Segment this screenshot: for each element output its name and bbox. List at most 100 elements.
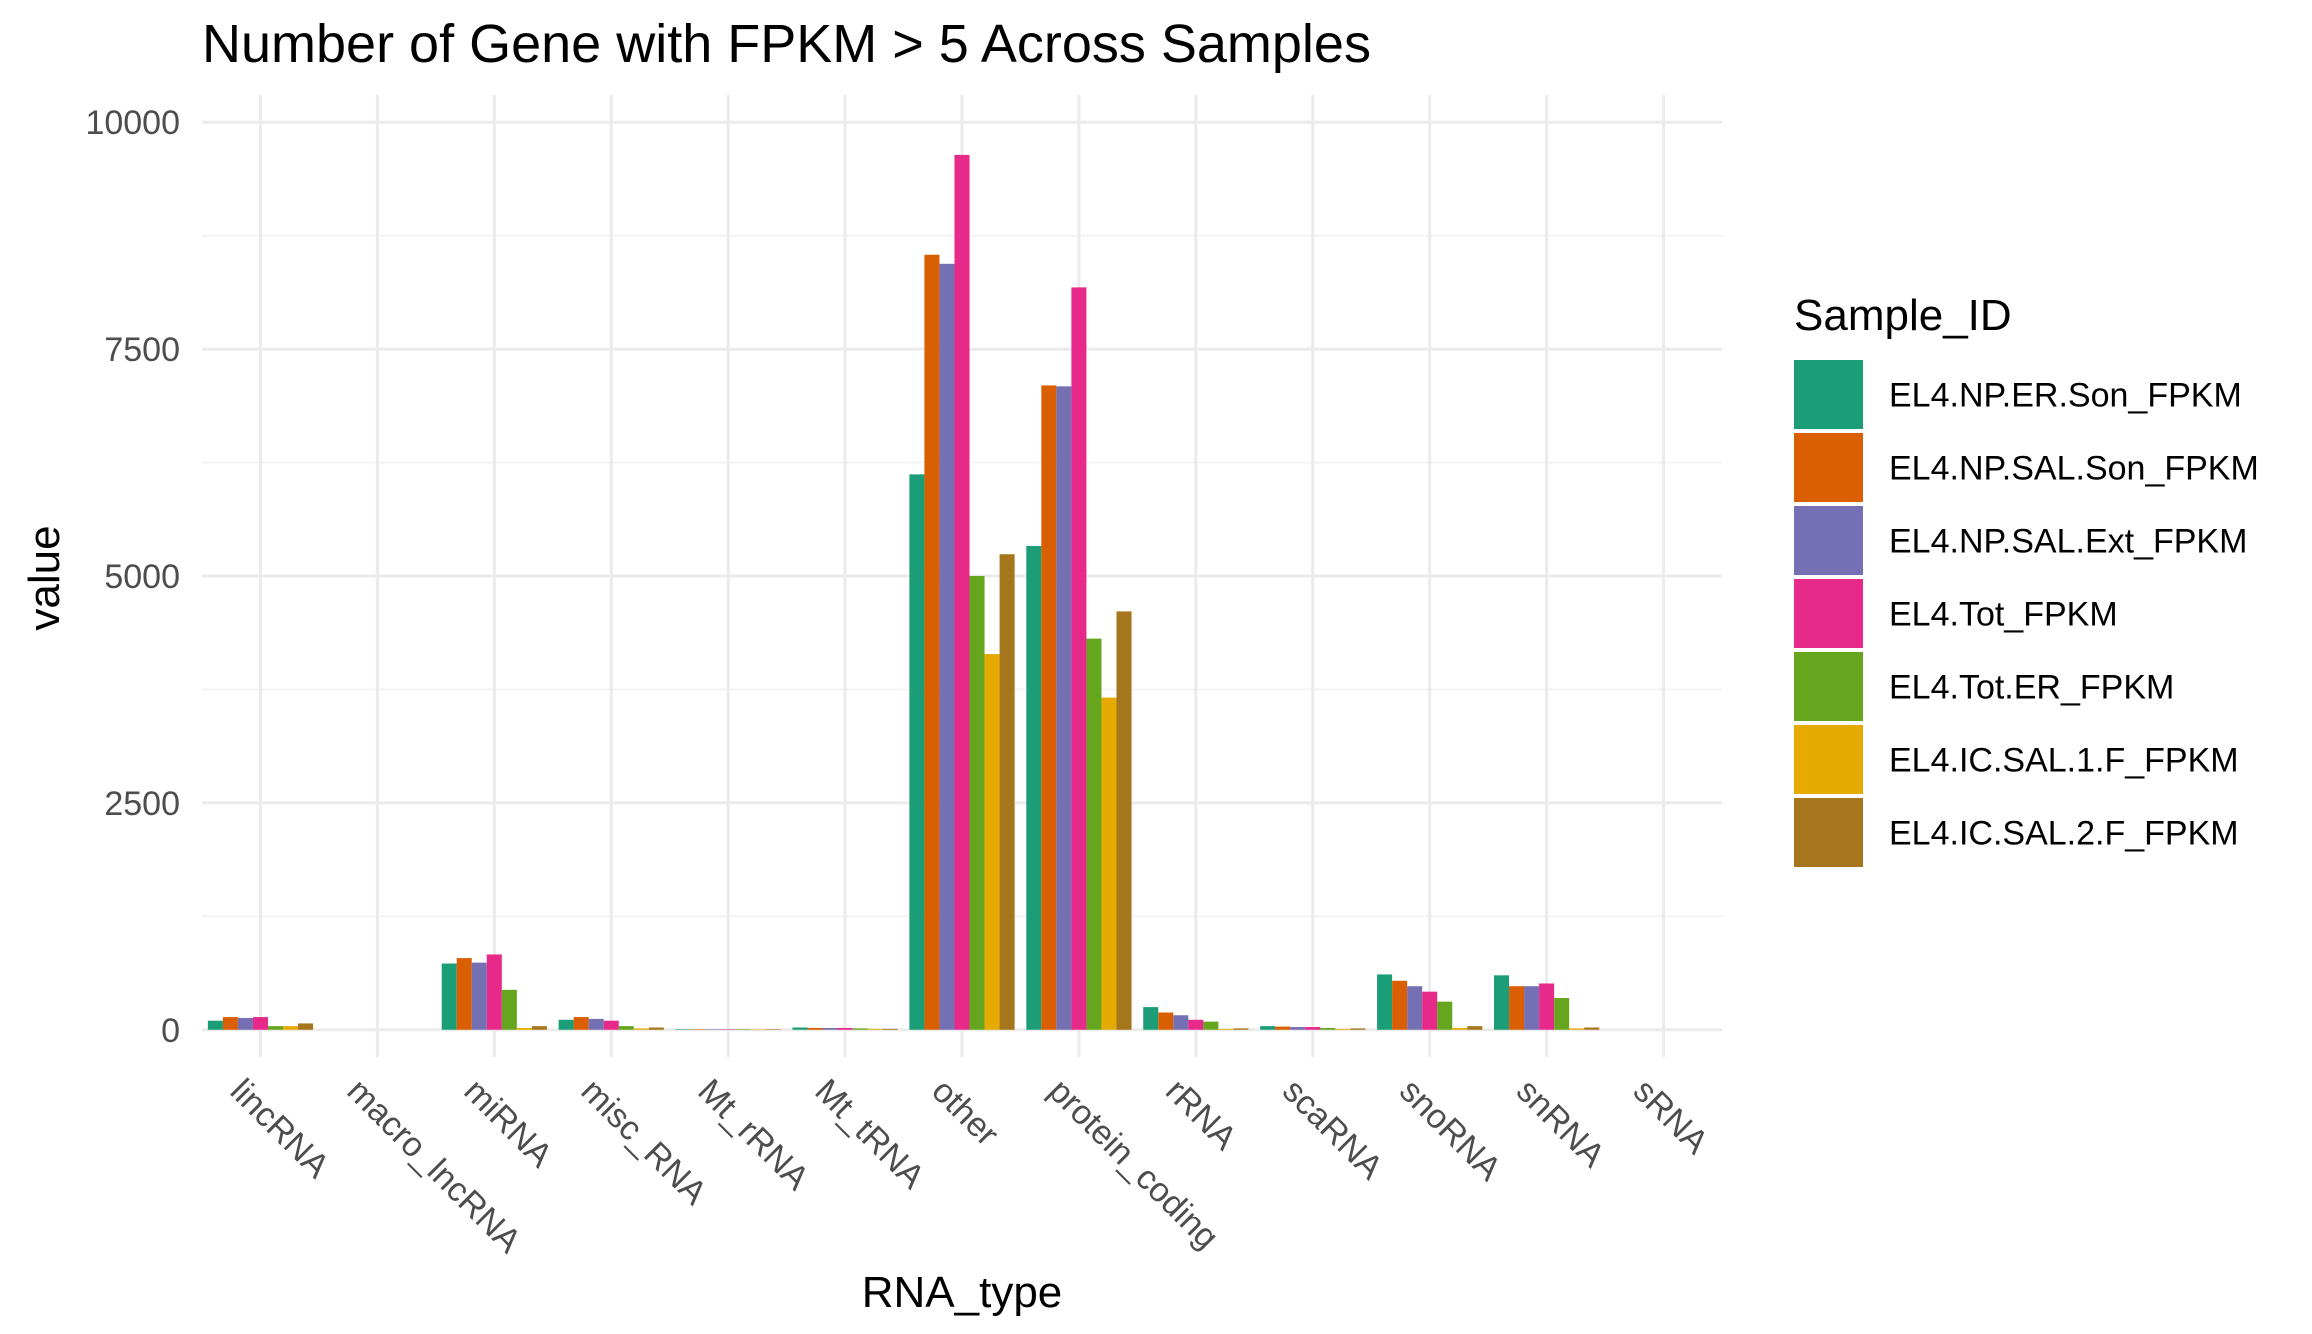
- bar: [867, 1028, 883, 1030]
- bar: [1203, 1021, 1219, 1030]
- y-tick-label: 5000: [104, 558, 180, 596]
- bar: [984, 654, 1000, 1030]
- x-tick-label: snRNA: [1509, 1072, 1612, 1175]
- y-axis-tick-labels: 0 2500 5000 7500 10000: [85, 104, 180, 1050]
- bar: [939, 263, 955, 1030]
- bar: [648, 1027, 664, 1030]
- legend-label: EL4.NP.SAL.Ext_FPKM: [1889, 523, 2247, 561]
- x-tick-label: lincRNA: [223, 1072, 337, 1186]
- bar: [1437, 1001, 1453, 1030]
- x-tick-label: other: [924, 1072, 1006, 1154]
- bar: [807, 1027, 823, 1030]
- bar: [298, 1023, 314, 1030]
- bar: [1071, 287, 1087, 1030]
- bar: [1407, 986, 1423, 1030]
- bar: [237, 1017, 253, 1030]
- bar: [1377, 974, 1393, 1030]
- bar: [822, 1027, 838, 1030]
- bar: [1275, 1026, 1291, 1030]
- bar: [456, 958, 472, 1030]
- legend-items: EL4.NP.ER.Son_FPKM EL4.NP.SAL.Son_FPKM EL4…: [1794, 360, 2259, 867]
- bar: [1452, 1027, 1468, 1030]
- bar: [705, 1029, 721, 1030]
- bar: [1524, 986, 1540, 1030]
- bar: [750, 1029, 766, 1031]
- legend-label: EL4.Tot.ER_FPKM: [1889, 669, 2174, 707]
- bar: [765, 1029, 781, 1031]
- bar: [283, 1026, 299, 1030]
- bar: [603, 1020, 619, 1030]
- bars: [207, 154, 1600, 1031]
- bar: [1569, 1028, 1585, 1030]
- bar: [1494, 975, 1510, 1030]
- bar: [588, 1018, 604, 1030]
- bar: [1101, 697, 1117, 1030]
- bar: [735, 1029, 751, 1031]
- legend-label: EL4.Tot_FPKM: [1889, 596, 2118, 634]
- chart-title: Number of Gene with FPKM > 5 Across Samp…: [202, 14, 1371, 74]
- bar: [516, 1027, 532, 1030]
- bar: [1056, 386, 1072, 1030]
- bar: [1392, 980, 1408, 1030]
- y-tick-label: 2500: [104, 785, 180, 823]
- legend-key: [1794, 652, 1863, 721]
- bar: [1554, 998, 1570, 1030]
- x-tick-label: Mt_tRNA: [807, 1072, 932, 1197]
- legend-key: [1794, 579, 1863, 648]
- bar: [1290, 1027, 1306, 1030]
- bar: [1188, 1019, 1204, 1030]
- x-tick-label: scaRNA: [1275, 1072, 1390, 1187]
- legend-label: EL4.NP.SAL.Son_FPKM: [1889, 450, 2259, 488]
- bar: [1173, 1015, 1189, 1030]
- bar: [1143, 1007, 1159, 1030]
- legend-label: EL4.NP.ER.Son_FPKM: [1889, 377, 2242, 415]
- bar: [1233, 1028, 1249, 1030]
- y-tick-label: 7500: [104, 331, 180, 369]
- bar: [471, 962, 487, 1030]
- bar: [909, 474, 925, 1030]
- bar: [1539, 983, 1555, 1030]
- bar: [1320, 1027, 1336, 1030]
- bar: [573, 1017, 589, 1030]
- bar: [1584, 1027, 1600, 1030]
- bar: [207, 1020, 223, 1030]
- legend-label: EL4.IC.SAL.1.F_FPKM: [1889, 742, 2239, 780]
- x-tick-label: miRNA: [457, 1072, 560, 1175]
- legend-key: [1794, 506, 1863, 575]
- x-tick-label: Mt_rRNA: [690, 1072, 816, 1198]
- bar: [558, 1019, 574, 1030]
- y-axis-title: value: [20, 525, 69, 630]
- x-axis-title: RNA_type: [862, 1268, 1063, 1317]
- bar: [1422, 991, 1438, 1030]
- bar: [633, 1028, 649, 1030]
- bar: [1467, 1026, 1483, 1030]
- bar: [618, 1026, 634, 1030]
- bar: [501, 989, 517, 1030]
- bar: [1260, 1026, 1276, 1030]
- legend-key: [1794, 798, 1863, 867]
- bar: [792, 1027, 808, 1030]
- y-tick-label: 10000: [85, 104, 180, 142]
- bar: [924, 254, 940, 1030]
- legend-key: [1794, 725, 1863, 794]
- legend: Sample_ID EL4.NP.ER.Son_FPKM EL4.NP.SAL.S…: [1794, 291, 2259, 867]
- bar: [690, 1029, 706, 1030]
- bar: [882, 1028, 898, 1030]
- bar: [1335, 1028, 1351, 1030]
- bar: [1026, 546, 1042, 1030]
- bar: [837, 1027, 853, 1030]
- bar: [1218, 1028, 1234, 1030]
- x-tick-label: sRNA: [1626, 1072, 1716, 1162]
- bar: [720, 1029, 736, 1030]
- bar: [486, 954, 502, 1030]
- legend-key: [1794, 360, 1863, 429]
- bar: [1305, 1027, 1321, 1030]
- bar: [999, 554, 1015, 1030]
- bar: [531, 1026, 547, 1030]
- bar: [954, 154, 970, 1030]
- bar: [1158, 1012, 1174, 1030]
- x-tick-label: misc_RNA: [574, 1072, 715, 1213]
- bar: [675, 1029, 691, 1030]
- bar: [1350, 1028, 1366, 1030]
